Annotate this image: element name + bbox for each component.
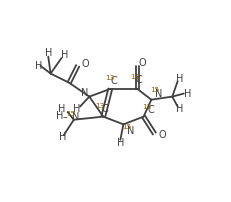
Text: H: H <box>35 61 43 71</box>
Text: H: H <box>176 74 184 84</box>
Text: O: O <box>138 58 146 68</box>
Text: H: H <box>61 50 68 60</box>
Text: N: N <box>128 125 135 136</box>
Text: C: C <box>101 104 108 114</box>
Text: –: – <box>62 112 67 122</box>
Text: H: H <box>58 133 66 142</box>
Text: 15: 15 <box>66 111 75 117</box>
Text: N: N <box>81 88 88 98</box>
Text: 13: 13 <box>105 75 114 81</box>
Text: H: H <box>45 48 52 59</box>
Text: 15: 15 <box>122 124 131 130</box>
Text: O: O <box>82 59 89 69</box>
Text: H: H <box>56 111 64 121</box>
Text: 15: 15 <box>150 87 159 94</box>
Text: C: C <box>148 105 155 116</box>
Text: 13: 13 <box>96 103 105 109</box>
Text: H: H <box>117 138 124 148</box>
Text: N: N <box>155 88 163 99</box>
Text: 13: 13 <box>130 74 139 80</box>
Text: C: C <box>111 76 118 86</box>
Text: 13: 13 <box>142 104 151 110</box>
Text: O: O <box>158 130 166 140</box>
Text: N: N <box>72 112 79 122</box>
Text: C: C <box>136 75 142 85</box>
Text: H: H <box>73 104 81 114</box>
Text: H: H <box>184 88 191 99</box>
Text: H: H <box>58 104 65 114</box>
Text: H: H <box>176 104 184 114</box>
